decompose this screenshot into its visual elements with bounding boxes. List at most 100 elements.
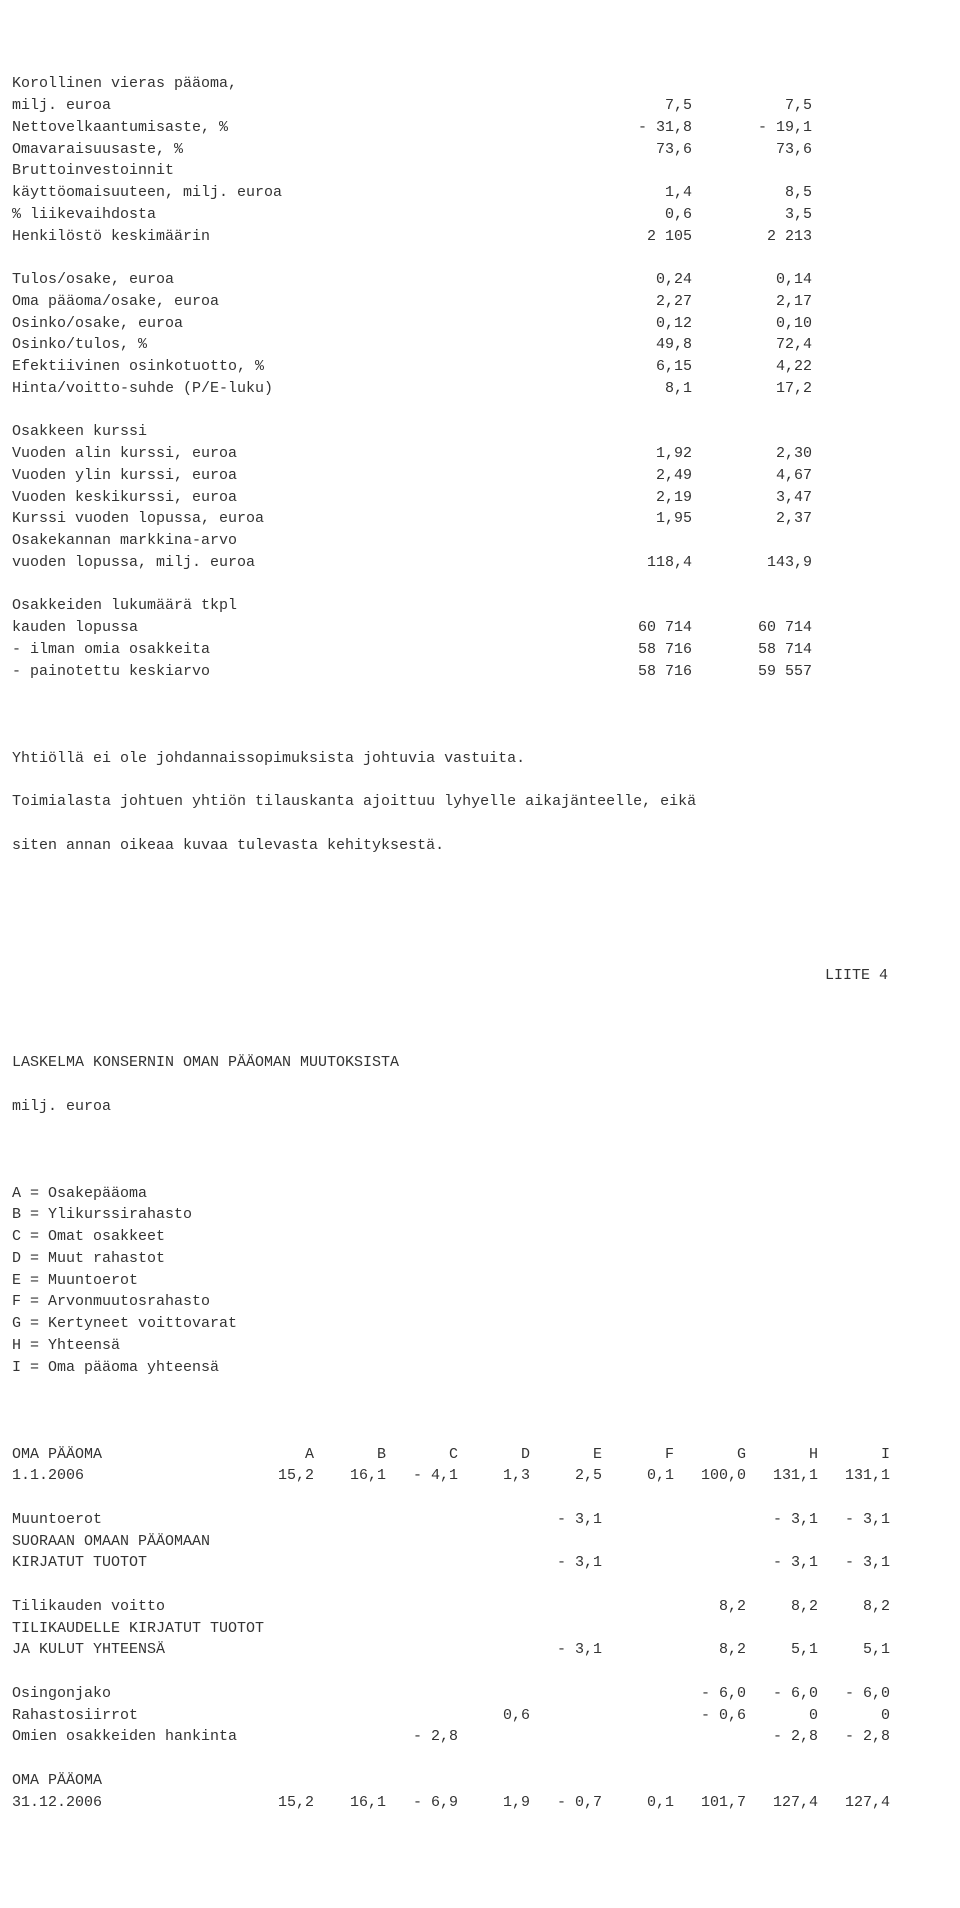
row-col-2: 16,1	[314, 1465, 386, 1487]
row-col-4	[458, 1661, 530, 1683]
row-col-5	[530, 1531, 602, 1553]
row-label: Osakekannan markkina-arvo	[12, 530, 572, 552]
row-col-2	[692, 574, 812, 596]
legend-line: B = Ylikurssirahasto	[12, 1204, 948, 1226]
row-col-2: B	[314, 1444, 386, 1466]
row-col-8	[768, 1618, 840, 1640]
row-col-6	[602, 1770, 674, 1792]
row-col-1: 60 714	[572, 617, 692, 639]
row-col-2	[314, 1509, 386, 1531]
row-col-5: - 3,1	[530, 1509, 602, 1531]
table-row	[12, 1661, 948, 1683]
table-row	[12, 1487, 948, 1509]
row-col-7: - 6,0	[674, 1683, 746, 1705]
table-row: Osinko/tulos, %49,872,4	[12, 334, 948, 356]
row-col-5	[530, 1748, 602, 1770]
row-label: % liikevaihdosta	[12, 204, 572, 226]
row-col-6	[602, 1683, 674, 1705]
row-col-1: 6,15	[572, 356, 692, 378]
row-col-1	[242, 1596, 314, 1618]
table-row: käyttöomaisuuteen, milj. euroa1,48,5	[12, 182, 948, 204]
row-col-1	[242, 1705, 314, 1727]
row-col-8: - 6,0	[746, 1683, 818, 1705]
row-col-7: 8,2	[674, 1596, 746, 1618]
table-row: Hinta/voitto-suhde (P/E-luku)8,117,2	[12, 378, 948, 400]
row-col-1	[572, 73, 692, 95]
table-row: Efektiivinen osinkotuotto, %6,154,22	[12, 356, 948, 378]
row-col-9	[818, 1661, 890, 1683]
row-col-1	[242, 1574, 314, 1596]
row-label: vuoden lopussa, milj. euroa	[12, 552, 572, 574]
row-col-2: 7,5	[692, 95, 812, 117]
row-col-3	[386, 1661, 458, 1683]
table-row: - painotettu keskiarvo58 71659 557	[12, 661, 948, 683]
row-col-6	[602, 1552, 674, 1574]
row-col-5	[552, 1618, 624, 1640]
row-label	[12, 1574, 242, 1596]
row-col-2	[314, 1552, 386, 1574]
row-col-8: 8,2	[746, 1596, 818, 1618]
row-col-2	[314, 1726, 386, 1748]
row-col-1	[242, 1748, 314, 1770]
row-col-9: 8,2	[818, 1596, 890, 1618]
row-col-8	[746, 1531, 818, 1553]
table-row: Bruttoinvestoinnit	[12, 160, 948, 182]
row-col-1	[242, 1661, 314, 1683]
row-label: 1.1.2006	[12, 1465, 242, 1487]
table-row: Korollinen vieras pääoma,	[12, 73, 948, 95]
row-col-4	[458, 1487, 530, 1509]
section-title-1: LASKELMA KONSERNIN OMAN PÄÄOMAN MUUTOKSI…	[12, 1052, 948, 1074]
row-col-4	[458, 1531, 530, 1553]
row-col-1	[242, 1487, 314, 1509]
row-col-4	[458, 1683, 530, 1705]
row-col-2: - 19,1	[692, 117, 812, 139]
row-col-7	[674, 1661, 746, 1683]
table-row: OMA PÄÄOMAABCDEFGHI	[12, 1444, 948, 1466]
row-col-3: - 6,9	[386, 1792, 458, 1814]
row-col-2	[314, 1661, 386, 1683]
legend-line: I = Oma pääoma yhteensä	[12, 1357, 948, 1379]
table-row: Vuoden alin kurssi, euroa1,922,30	[12, 443, 948, 465]
row-col-6	[602, 1487, 674, 1509]
table-row: Henkilöstö keskimäärin2 1052 213	[12, 226, 948, 248]
row-col-3	[408, 1618, 480, 1640]
row-col-5: - 0,7	[530, 1792, 602, 1814]
row-col-2: 143,9	[692, 552, 812, 574]
row-col-2: 2,37	[692, 508, 812, 530]
row-col-7: 101,7	[674, 1792, 746, 1814]
row-label: Henkilöstö keskimäärin	[12, 226, 572, 248]
row-col-9	[818, 1748, 890, 1770]
row-col-2	[314, 1531, 386, 1553]
row-col-5	[530, 1661, 602, 1683]
row-col-1	[242, 1683, 314, 1705]
row-col-1	[264, 1618, 336, 1640]
row-label	[12, 574, 572, 596]
row-col-2	[336, 1618, 408, 1640]
row-col-2	[692, 73, 812, 95]
row-col-2: 72,4	[692, 334, 812, 356]
row-col-2: 0,10	[692, 313, 812, 335]
row-col-2	[692, 400, 812, 422]
row-col-4	[458, 1639, 530, 1661]
row-col-1: 1,92	[572, 443, 692, 465]
row-col-1: 58 716	[572, 661, 692, 683]
row-col-1: 1,95	[572, 508, 692, 530]
table-row: - ilman omia osakkeita58 71658 714	[12, 639, 948, 661]
table-row: 1.1.200615,216,1- 4,11,32,50,1100,0131,1…	[12, 1465, 948, 1487]
row-label: Oma pääoma/osake, euroa	[12, 291, 572, 313]
row-col-5: 2,5	[530, 1465, 602, 1487]
row-col-1: 1,4	[572, 182, 692, 204]
row-col-2: 58 714	[692, 639, 812, 661]
row-col-1	[572, 421, 692, 443]
row-col-3	[386, 1552, 458, 1574]
row-col-7	[674, 1552, 746, 1574]
table-row: Osakkeen kurssi	[12, 421, 948, 443]
row-col-8	[746, 1661, 818, 1683]
row-col-7	[674, 1574, 746, 1596]
row-col-4	[458, 1770, 530, 1792]
row-col-1: 58 716	[572, 639, 692, 661]
row-col-7: - 0,6	[674, 1705, 746, 1727]
table-row: Vuoden keskikurssi, euroa2,193,47	[12, 487, 948, 509]
row-col-6: 0,1	[602, 1465, 674, 1487]
row-col-1: 2,19	[572, 487, 692, 509]
